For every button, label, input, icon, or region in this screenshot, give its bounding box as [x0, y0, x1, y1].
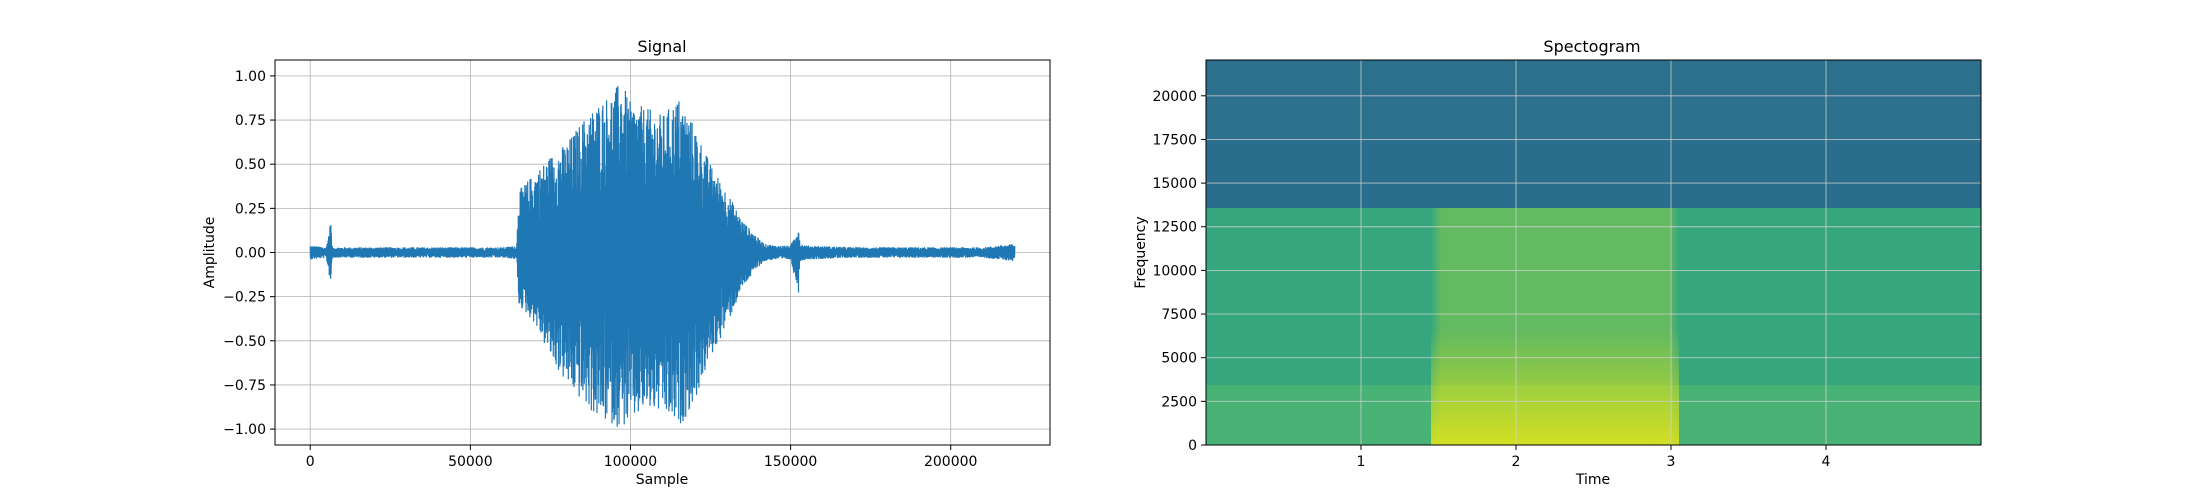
spectrogram-title: Spectogram — [1543, 37, 1640, 56]
spectrogram-y-tick-label: 12500 — [1152, 220, 1197, 236]
spectrogram-y-tick-label: 7500 — [1161, 307, 1197, 323]
signal-x-tick-label: 0 — [306, 454, 315, 470]
spectrogram-high-band-upper — [1206, 60, 1981, 142]
signal-x-tick-label: 200000 — [924, 454, 977, 470]
signal-x-tick-label: 50000 — [448, 454, 493, 470]
spectrogram-y-axis-label: Frequency — [1133, 216, 1149, 288]
spectrogram-x-axis-label: Time — [1575, 472, 1610, 488]
signal-title: Signal — [637, 37, 686, 56]
spectrogram-panel: Spectogram 1 2 3 4 0 2500 5000 7500 10000 12500 1… — [1133, 37, 1982, 488]
signal-y-tick-label: −0.50 — [223, 334, 266, 350]
spectrogram-y-tick-label: 17500 — [1152, 132, 1197, 148]
signal-y-tick-label: 1.00 — [235, 69, 266, 85]
spectrogram-x-ticks: 1 2 3 4 — [1357, 445, 1831, 470]
signal-panel: Signal 0 50000 100000 150000 200000 1.00 0.75… — [202, 37, 1051, 488]
signal-waveform — [309, 86, 1016, 427]
signal-y-tick-label: 0.00 — [235, 246, 266, 262]
spectrogram-y-tick-label: 15000 — [1152, 176, 1197, 192]
spectrogram-speech-low-freq — [1431, 330, 1679, 445]
spectrogram-x-tick-label: 4 — [1822, 454, 1831, 470]
spectrogram-y-tick-label: 2500 — [1161, 394, 1197, 410]
signal-y-tick-label: −0.75 — [223, 378, 266, 394]
signal-y-tick-label: 0.25 — [235, 201, 266, 217]
spectrogram-x-tick-label: 3 — [1667, 454, 1676, 470]
signal-y-tick-label: 0.75 — [235, 113, 266, 129]
spectrogram-y-tick-label: 10000 — [1152, 263, 1197, 279]
signal-x-axis-label: Sample — [636, 472, 689, 488]
spectrogram-y-tick-label: 0 — [1188, 438, 1197, 454]
spectrogram-x-tick-label: 1 — [1357, 454, 1366, 470]
spectrogram-y-tick-label: 5000 — [1161, 351, 1197, 367]
signal-x-tick-label: 150000 — [764, 454, 817, 470]
signal-y-axis-label: Amplitude — [202, 217, 218, 289]
signal-x-ticks: 0 50000 100000 150000 200000 — [306, 445, 977, 470]
signal-y-ticks: 1.00 0.75 0.50 0.25 0.00 −0.25 −0.50 −0.75 −1.00 — [223, 69, 275, 438]
spectrogram-axes-frame — [1205, 59, 1982, 446]
signal-x-tick-label: 100000 — [604, 454, 657, 470]
signal-y-tick-label: −1.00 — [223, 422, 266, 438]
signal-y-tick-label: 0.50 — [235, 157, 266, 173]
spectrogram-y-ticks: 0 2500 5000 7500 10000 12500 15000 17500 20000 — [1152, 89, 1206, 454]
spectrogram-x-tick-label: 2 — [1512, 454, 1521, 470]
spectrogram-y-tick-label: 20000 — [1152, 89, 1197, 105]
signal-y-tick-label: −0.25 — [223, 290, 266, 306]
